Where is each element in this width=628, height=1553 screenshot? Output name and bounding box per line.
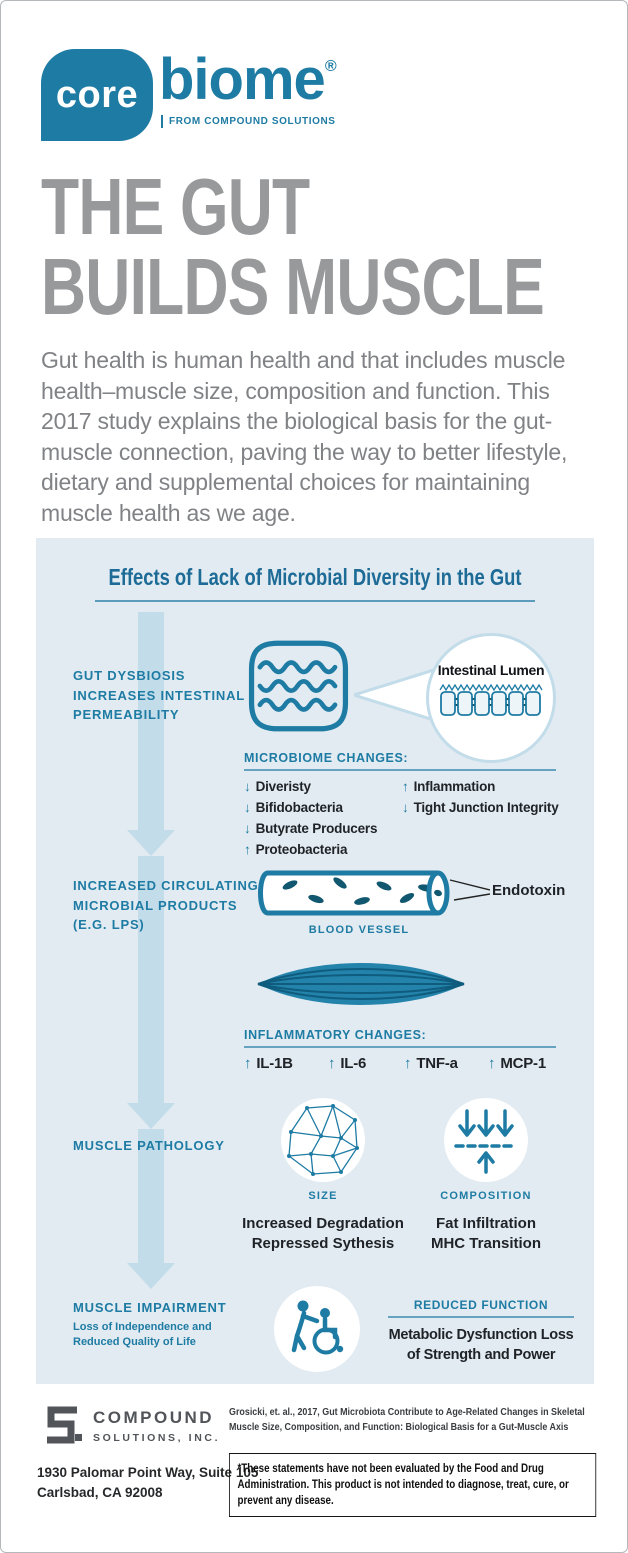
fda-disclaimer-box: *These statements have not been evaluate… xyxy=(229,1453,597,1518)
lumen-title: Intestinal Lumen xyxy=(437,662,545,678)
intro-paragraph: Gut health is human health and that incl… xyxy=(41,347,568,526)
microbiome-item: ↓ Tight Junction Integrity xyxy=(402,800,559,815)
flow-arrow-segment xyxy=(138,856,164,1103)
corebiome-logo-mark: core xyxy=(41,49,153,141)
microbiome-item-label: Tight Junction Integrity xyxy=(413,800,559,815)
endotoxin-label: Endotoxin xyxy=(492,882,566,899)
logo-biome-text: biome® xyxy=(159,51,337,109)
trend-arrow-icon: ↑ xyxy=(328,1055,336,1072)
inflammatory-item: ↑ MCP-1 xyxy=(488,1055,546,1072)
inflammatory-item-label: MCP-1 xyxy=(500,1055,546,1072)
muscle-illustration xyxy=(257,963,465,1005)
inflammatory-item-label: IL-6 xyxy=(340,1055,367,1072)
study-citation: Grosicki, et. al., 2017, Gut Microbiota … xyxy=(229,1406,585,1434)
diagram-panel: Effects of Lack of Microbial Diversity i… xyxy=(36,538,594,1384)
microbiome-item-label: Butyrate Producers xyxy=(255,821,378,836)
microbiome-item: ↓ Bifidobacteria xyxy=(244,800,343,815)
reduced-function-text: Metabolic Dysfunction Loss of Strength a… xyxy=(388,1327,574,1363)
stage-label-gut-dysbiosis: GUT DYSBIOSIS INCREASES INTESTINAL PERME… xyxy=(73,668,245,722)
size-network-icon xyxy=(281,1098,365,1182)
blood-vessel-caption: BLOOD VESSEL xyxy=(308,924,410,936)
trend-arrow-icon: ↓ xyxy=(402,800,409,815)
trend-arrow-icon: ↓ xyxy=(244,800,251,815)
trend-arrow-icon: ↑ xyxy=(404,1055,412,1072)
impairment-sublabel: Loss of Independence and Reduced Quality… xyxy=(73,1321,212,1349)
microbiome-header-rule xyxy=(244,769,556,771)
microbiome-item-label: Inflammation xyxy=(413,779,496,794)
microbiome-item: ↑ Inflammation xyxy=(402,779,495,794)
trend-arrow-icon: ↑ xyxy=(402,779,409,794)
headline-line1: THE GUT xyxy=(41,162,310,251)
inflammatory-item: ↑ IL-6 xyxy=(328,1055,366,1072)
flow-arrowhead-icon xyxy=(127,1103,175,1129)
inflammatory-item: ↑ IL-1B xyxy=(244,1055,293,1072)
trend-arrow-icon: ↑ xyxy=(244,842,251,857)
flow-arrowhead-icon xyxy=(127,1263,175,1289)
inflammatory-changes-header: INFLAMMATORY CHANGES: xyxy=(244,1028,427,1042)
lumen-callout: Intestinal Lumen xyxy=(426,633,556,763)
stage-label-microbial-products: INCREASED CIRCULATING MICROBIAL PRODUCTS… xyxy=(73,878,259,932)
lumen-callout-pointer xyxy=(354,668,440,722)
trend-arrow-icon: ↓ xyxy=(244,821,251,836)
wheelchair-icon xyxy=(274,1286,360,1372)
microbiome-item: ↓ Butyrate Producers xyxy=(244,821,377,836)
registered-mark-icon: ® xyxy=(324,58,337,75)
microbiome-item-label: Diveristy xyxy=(255,779,311,794)
flow-arrow-segment xyxy=(138,1129,164,1263)
trend-arrow-icon: ↑ xyxy=(244,1055,252,1072)
microbiome-item: ↓ Diveristy xyxy=(244,779,311,794)
stage-label-muscle-pathology: MUSCLE PATHOLOGY xyxy=(73,1138,225,1153)
microbiome-item-label: Bifidobacteria xyxy=(255,800,343,815)
panel-title: Effects of Lack of Microbial Diversity i… xyxy=(108,564,522,590)
microbiome-item-label: Proteobacteria xyxy=(255,842,348,857)
microbiome-changes-header: MICROBIOME CHANGES: xyxy=(244,751,409,765)
panel-title-rule xyxy=(95,600,535,602)
inflammatory-header-rule xyxy=(244,1046,556,1048)
inflammatory-item-label: TNF-a xyxy=(416,1055,458,1072)
reduced-function-header: REDUCED FUNCTION xyxy=(413,1298,549,1312)
stage-label-muscle-impairment: MUSCLE IMPAIRMENT xyxy=(73,1300,227,1315)
logo-biome-word: biome xyxy=(159,47,326,112)
intestine-icon xyxy=(248,640,349,732)
intestinal-cells-icon xyxy=(439,683,543,716)
company-address: 1930 Palomar Point Way, Suite 105 Carlsb… xyxy=(37,1465,259,1501)
compound-solutions-logo xyxy=(47,1406,82,1444)
inflammatory-item: ↑ TNF-a xyxy=(404,1055,458,1072)
flow-arrow-segment xyxy=(138,612,164,830)
blood-vessel-illustration xyxy=(258,870,450,916)
logo-core-text: core xyxy=(55,73,139,116)
size-description: Increased Degradation Repressed Sythesis xyxy=(242,1215,404,1253)
inflammatory-item-label: IL-1B xyxy=(256,1055,293,1072)
composition-arrows-icon xyxy=(444,1098,528,1182)
size-caption: SIZE xyxy=(308,1190,338,1202)
composition-caption: COMPOSITION xyxy=(440,1190,532,1202)
trend-arrow-icon: ↑ xyxy=(488,1055,496,1072)
logo-tagline: FROM COMPOUND SOLUTIONS xyxy=(161,115,336,128)
microbiome-item: ↑ Proteobacteria xyxy=(244,842,347,857)
reduced-function-rule xyxy=(388,1316,574,1318)
company-name-line1: COMPOUND xyxy=(93,1408,215,1427)
headline-line2: BUILDS MUSCLE xyxy=(41,242,545,331)
company-name-line2: SOLUTIONS, INC. xyxy=(93,1432,221,1444)
trend-arrow-icon: ↓ xyxy=(244,779,251,794)
flow-arrowhead-icon xyxy=(127,830,175,856)
composition-description: Fat Infiltration MHC Transition xyxy=(430,1215,541,1253)
headline: THE GUT BUILDS MUSCLE xyxy=(41,162,545,331)
endotoxin-pointer-lines xyxy=(449,879,490,901)
